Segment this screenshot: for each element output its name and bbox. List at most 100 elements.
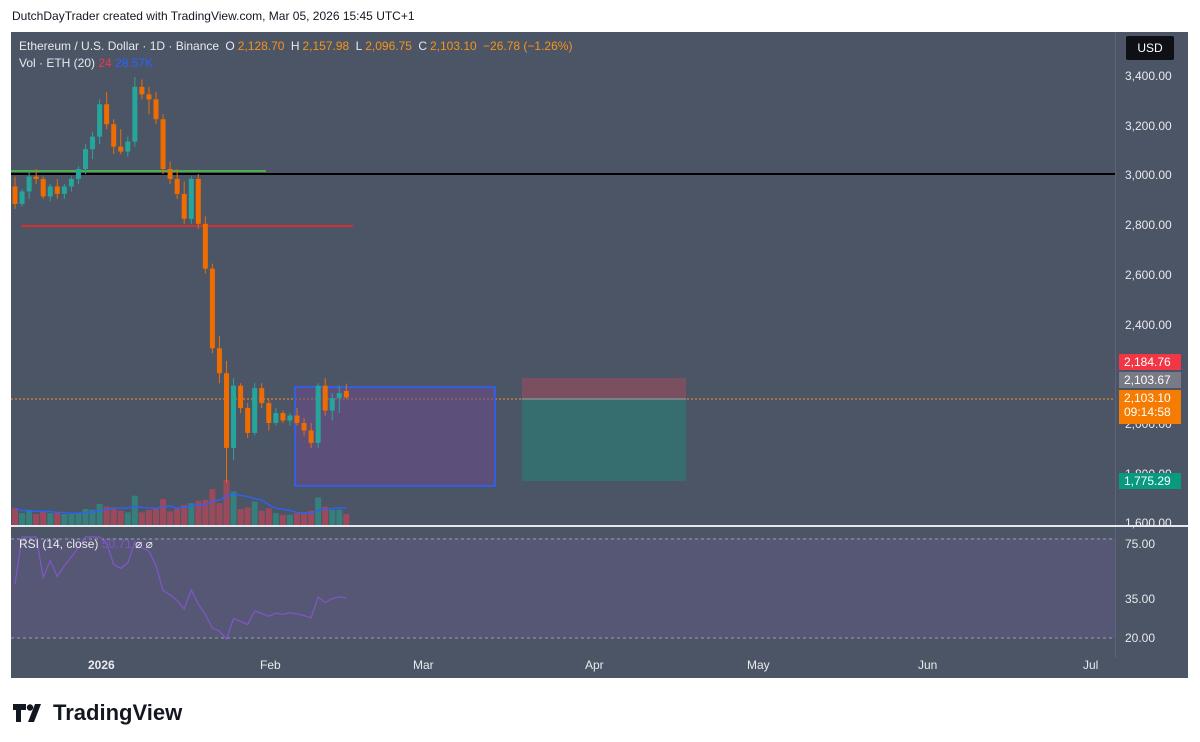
stop-price-badge[interactable]: 2,184.76 — [1119, 354, 1181, 370]
price-tick: 2,800.00 — [1125, 218, 1172, 232]
rsi-legend[interactable]: RSI (14, close) 50.71 ⌀ ⌀ — [19, 537, 153, 551]
volume-bar — [96, 504, 103, 525]
volume-bar — [110, 507, 117, 525]
chart-attribution: DutchDayTrader created with TradingView.… — [12, 9, 415, 23]
low-value: 2,096.75 — [365, 39, 412, 53]
candle-body — [329, 398, 335, 411]
candle-body — [294, 415, 300, 423]
volume-bar — [153, 508, 159, 525]
candle-body — [97, 104, 103, 137]
volume-bar — [68, 514, 75, 525]
candle-body — [139, 86, 145, 95]
volume-bar — [343, 513, 350, 525]
rsi-band — [11, 538, 1115, 638]
bar-countdown: 09:14:58 — [1124, 405, 1171, 419]
rsi-tick: 75.00 — [1125, 537, 1156, 551]
rsi-value: 50.71 — [101, 537, 132, 551]
chart-frame[interactable]: Ethereum / U.S. Dollar · 1D · Binance O 2… — [11, 32, 1188, 678]
candle-body — [160, 119, 166, 170]
volume-bar — [19, 513, 26, 525]
candle-body — [188, 178, 194, 219]
volume-ma-line — [14, 493, 347, 514]
time-tick: Mar — [413, 658, 434, 672]
volume-bar — [237, 509, 244, 525]
volume-bar — [181, 504, 188, 525]
volume-bar — [33, 514, 40, 525]
volume-bar — [279, 514, 286, 525]
candle-body — [252, 388, 258, 433]
volume-legend[interactable]: Vol · ETH (20) 24 28.57K — [19, 56, 153, 70]
candle-body — [202, 223, 208, 269]
candle-body — [118, 146, 124, 152]
price-tick: 2,400.00 — [1125, 318, 1172, 332]
tradingview-logo[interactable]: TradingView — [13, 700, 182, 726]
rsi-label: RSI (14, close) — [19, 537, 99, 551]
volume-bar — [12, 508, 18, 525]
candle-body — [315, 385, 321, 443]
symbol-legend[interactable]: Ethereum / U.S. Dollar · 1D · Binance O 2… — [19, 39, 575, 53]
candle-body — [266, 403, 272, 423]
candle-body — [167, 169, 173, 179]
volume-bar — [145, 509, 152, 525]
volume-bar — [188, 503, 195, 525]
volume-bar — [216, 503, 223, 525]
volume-bar — [272, 513, 279, 525]
volume-bar — [61, 514, 68, 525]
volume-bar — [167, 511, 174, 525]
entry-price-badge[interactable]: 2,103.67 — [1119, 372, 1181, 388]
candle-body — [19, 191, 25, 204]
volume-bar — [265, 508, 272, 525]
candle-body — [336, 393, 342, 399]
time-tick: Jul — [1083, 658, 1099, 672]
volume-bar — [82, 509, 89, 525]
volume-bar — [138, 512, 145, 525]
volume-bar — [301, 513, 308, 525]
candle-body — [111, 124, 117, 147]
volume-bar — [230, 491, 237, 525]
range-box[interactable] — [294, 386, 496, 487]
candle-body — [343, 390, 349, 398]
position-stop-zone[interactable] — [522, 378, 686, 399]
volume-bar — [308, 510, 315, 525]
symbol-name[interactable]: Ethereum / U.S. Dollar · 1D · Binance — [19, 39, 220, 53]
position-target-zone[interactable] — [522, 399, 686, 481]
candle-body — [75, 169, 81, 179]
time-tick: 2026 — [88, 658, 115, 672]
currency-button[interactable]: USD — [1126, 36, 1174, 60]
price-tick: 2,600.00 — [1125, 268, 1172, 282]
candle-body — [26, 176, 32, 192]
target-price-badge[interactable]: 1,775.29 — [1119, 473, 1181, 489]
volume-bar — [131, 495, 138, 525]
volume-bar — [47, 513, 54, 525]
last-price-badge[interactable]: 2,103.10 09:14:58 — [1119, 390, 1181, 424]
time-tick: May — [747, 658, 770, 672]
tradingview-logo-icon — [13, 704, 41, 722]
price-tick: 3,200.00 — [1125, 119, 1172, 133]
candle-body — [287, 415, 293, 421]
candle-body — [209, 268, 215, 349]
time-tick: Apr — [585, 658, 604, 672]
volume-bar — [209, 489, 216, 525]
candle-body — [308, 430, 314, 443]
candle-body — [68, 178, 74, 187]
rsi-tick: 35.00 — [1125, 592, 1156, 606]
change-value: −26.78 (−1.26%) — [483, 39, 573, 53]
high-key: H — [290, 39, 300, 53]
rsi-extra: ⌀ ⌀ — [135, 537, 153, 551]
volume-bar — [89, 509, 96, 525]
candle-body — [280, 413, 286, 421]
volume-bar — [294, 513, 300, 525]
pane-divider[interactable] — [11, 525, 1188, 527]
candle-body — [104, 104, 110, 125]
open-key: O — [225, 39, 235, 53]
candle-body — [273, 413, 279, 423]
candle-body — [301, 423, 307, 431]
price-chart[interactable] — [11, 32, 1188, 678]
volume-bar — [103, 506, 110, 525]
price-tick: 3,400.00 — [1125, 69, 1172, 83]
volume-bar — [26, 509, 33, 525]
volume-bar — [286, 514, 293, 525]
volume-bar — [174, 509, 181, 525]
volume-label: Vol · ETH (20) — [19, 56, 96, 70]
candle-body — [174, 178, 180, 194]
